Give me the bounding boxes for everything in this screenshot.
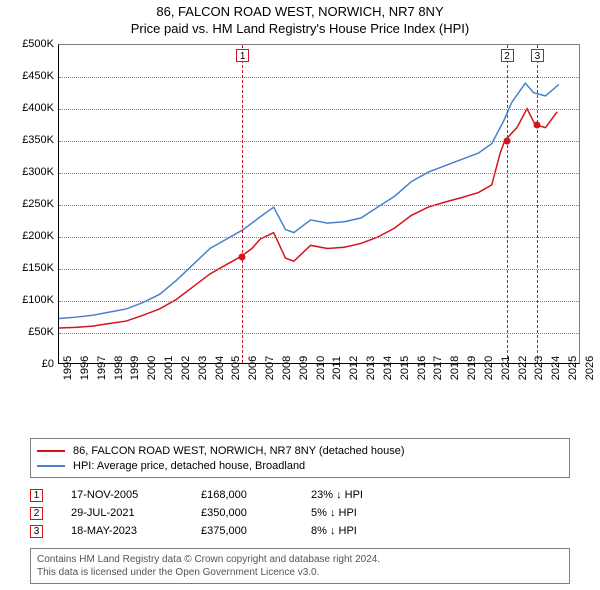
sale-delta: 23% ↓ HPI <box>311 489 451 501</box>
x-axis-label: 2004 <box>214 356 226 380</box>
sale-delta: 8% ↓ HPI <box>311 525 451 537</box>
x-axis-label: 2026 <box>584 356 596 380</box>
gridline <box>59 301 579 302</box>
legend-swatch <box>37 450 65 452</box>
x-axis-label: 2017 <box>432 356 444 380</box>
x-axis-label: 1997 <box>96 356 108 380</box>
series-line <box>59 83 559 318</box>
x-axis-label: 2005 <box>230 356 242 380</box>
x-axis-label: 2025 <box>567 356 579 380</box>
sale-date: 18-MAY-2023 <box>71 525 201 537</box>
title-block: 86, FALCON ROAD WEST, NORWICH, NR7 8NY P… <box>0 0 600 38</box>
title-subtitle: Price paid vs. HM Land Registry's House … <box>0 21 600 38</box>
sale-price: £350,000 <box>201 507 311 519</box>
x-axis-label: 2023 <box>533 356 545 380</box>
x-axis-label: 2022 <box>517 356 529 380</box>
gridline <box>59 141 579 142</box>
x-axis-label: 2014 <box>382 356 394 380</box>
x-axis-label: 1996 <box>79 356 91 380</box>
plot-area: 1 2 3 <box>58 44 580 364</box>
x-axis-label: 2008 <box>281 356 293 380</box>
x-axis-label: 1999 <box>129 356 141 380</box>
sale-row: 1 17-NOV-2005 £168,000 23% ↓ HPI <box>30 486 570 504</box>
footer-line: This data is licensed under the Open Gov… <box>37 566 563 579</box>
sale-date: 29-JUL-2021 <box>71 507 201 519</box>
legend: 86, FALCON ROAD WEST, NORWICH, NR7 8NY (… <box>30 438 570 478</box>
x-axis-label: 2012 <box>348 356 360 380</box>
footer-line: Contains HM Land Registry data © Crown c… <box>37 553 563 566</box>
sale-marker-icon: 2 <box>30 507 43 520</box>
page: 86, FALCON ROAD WEST, NORWICH, NR7 8NY P… <box>0 0 600 590</box>
x-axis-label: 1995 <box>62 356 74 380</box>
x-axis-label: 2009 <box>298 356 310 380</box>
gridline <box>59 77 579 78</box>
x-axis-label: 2003 <box>197 356 209 380</box>
x-axis-label: 2002 <box>180 356 192 380</box>
sale-row: 2 29-JUL-2021 £350,000 5% ↓ HPI <box>30 504 570 522</box>
x-axis-label: 2020 <box>483 356 495 380</box>
sale-dot-icon <box>503 138 510 145</box>
sale-price: £375,000 <box>201 525 311 537</box>
gridline <box>59 269 579 270</box>
sale-vline <box>242 45 243 363</box>
x-axis-label: 2021 <box>500 356 512 380</box>
legend-label: HPI: Average price, detached house, Broa… <box>73 460 305 472</box>
sale-delta: 5% ↓ HPI <box>311 507 451 519</box>
sale-vline <box>507 45 508 363</box>
x-axis-label: 2016 <box>416 356 428 380</box>
x-axis-label: 2007 <box>264 356 276 380</box>
sale-price: £168,000 <box>201 489 311 501</box>
sale-marker-icon: 1 <box>30 489 43 502</box>
x-axis-label: 2019 <box>466 356 478 380</box>
title-address: 86, FALCON ROAD WEST, NORWICH, NR7 8NY <box>0 4 600 21</box>
y-axis-label: £450K <box>10 70 54 82</box>
gridline <box>59 237 579 238</box>
x-axis-label: 2024 <box>550 356 562 380</box>
y-axis-label: £0 <box>10 358 54 370</box>
y-axis-label: £150K <box>10 262 54 274</box>
x-axis-label: 2006 <box>247 356 259 380</box>
y-axis-label: £300K <box>10 166 54 178</box>
x-axis-label: 2015 <box>399 356 411 380</box>
y-axis-label: £500K <box>10 38 54 50</box>
footer: Contains HM Land Registry data © Crown c… <box>30 548 570 584</box>
legend-swatch <box>37 465 65 467</box>
sale-dot-icon <box>239 254 246 261</box>
x-axis-label: 2010 <box>315 356 327 380</box>
sale-vline <box>537 45 538 363</box>
chart: 1 2 3 £0 £50K £100K £150K £200K £250K £300K £350K… <box>10 44 590 394</box>
legend-label: 86, FALCON ROAD WEST, NORWICH, NR7 8NY (… <box>73 445 405 457</box>
sales-table: 1 17-NOV-2005 £168,000 23% ↓ HPI 2 29-JU… <box>30 486 570 540</box>
x-axis-label: 2018 <box>449 356 461 380</box>
sale-row: 3 18-MAY-2023 £375,000 8% ↓ HPI <box>30 522 570 540</box>
gridline <box>59 333 579 334</box>
y-axis-label: £200K <box>10 230 54 242</box>
y-axis-label: £100K <box>10 294 54 306</box>
y-axis-label: £350K <box>10 134 54 146</box>
sale-dot-icon <box>533 122 540 129</box>
sale-marker-icon: 3 <box>30 525 43 538</box>
x-axis-label: 2011 <box>331 356 343 380</box>
sale-date: 17-NOV-2005 <box>71 489 201 501</box>
sale-marker-icon: 1 <box>236 49 249 62</box>
gridline <box>59 173 579 174</box>
x-axis-label: 1998 <box>113 356 125 380</box>
legend-item: HPI: Average price, detached house, Broa… <box>37 458 563 473</box>
legend-item: 86, FALCON ROAD WEST, NORWICH, NR7 8NY (… <box>37 443 563 458</box>
y-axis-label: £50K <box>10 326 54 338</box>
chart-lines <box>59 45 579 363</box>
x-axis-label: 2000 <box>146 356 158 380</box>
x-axis-label: 2013 <box>365 356 377 380</box>
gridline <box>59 205 579 206</box>
y-axis-label: £400K <box>10 102 54 114</box>
gridline <box>59 109 579 110</box>
sale-marker-icon: 2 <box>501 49 514 62</box>
y-axis-label: £250K <box>10 198 54 210</box>
x-axis-label: 2001 <box>163 356 175 380</box>
sale-marker-icon: 3 <box>531 49 544 62</box>
